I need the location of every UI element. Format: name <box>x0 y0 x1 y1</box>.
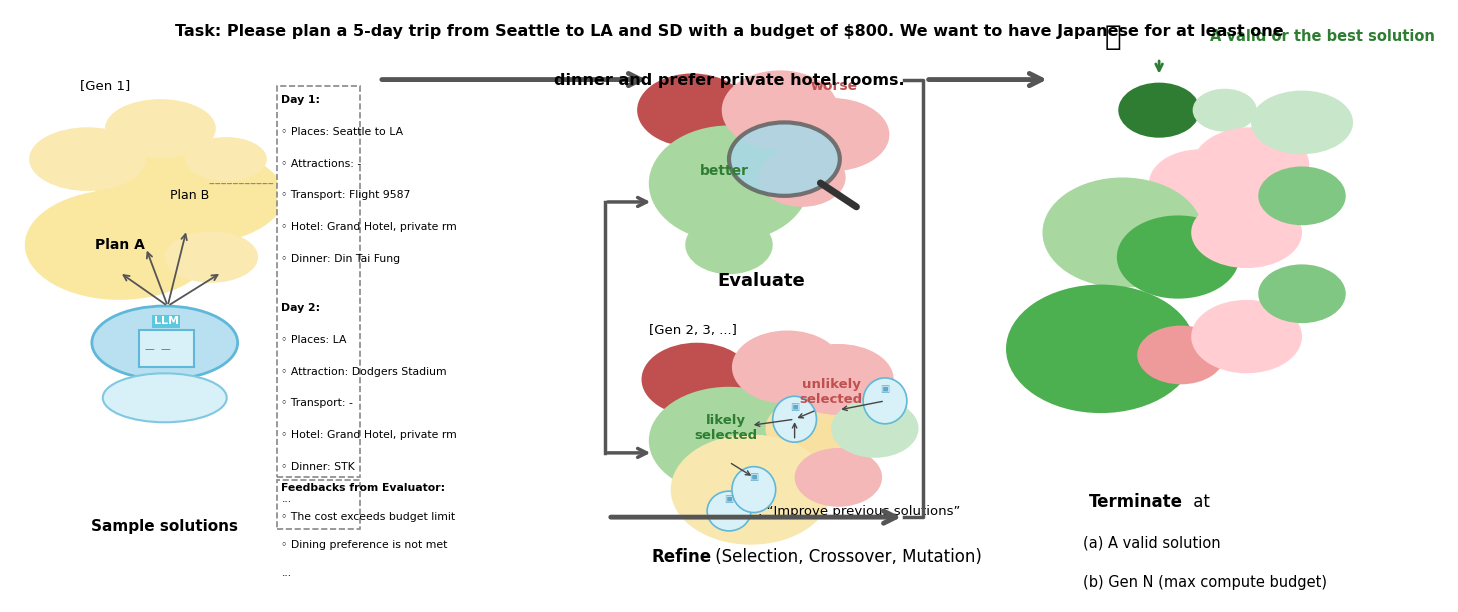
Text: ◦ Dinner: Din Tai Fung: ◦ Dinner: Din Tai Fung <box>281 254 401 264</box>
Ellipse shape <box>765 399 853 458</box>
FancyBboxPatch shape <box>139 330 194 367</box>
Text: ◦ Hotel: Grand Hotel, private rm: ◦ Hotel: Grand Hotel, private rm <box>281 222 458 232</box>
Text: ◦ Places: LA: ◦ Places: LA <box>281 335 347 345</box>
Text: better: better <box>700 165 749 178</box>
Ellipse shape <box>649 125 809 242</box>
Text: Task: Please plan a 5-day trip from Seattle to LA and SD with a budget of $800. : Task: Please plan a 5-day trip from Seat… <box>175 24 1283 40</box>
Text: ◦ Hotel: Grand Hotel, private rm: ◦ Hotel: Grand Hotel, private rm <box>281 430 458 440</box>
Text: ◦ Transport: -: ◦ Transport: - <box>281 398 353 408</box>
Text: dinner and prefer private hotel rooms.: dinner and prefer private hotel rooms. <box>554 73 904 89</box>
Ellipse shape <box>758 148 846 207</box>
Ellipse shape <box>1251 91 1353 154</box>
Ellipse shape <box>637 73 748 147</box>
Ellipse shape <box>1006 285 1196 413</box>
Text: ◦ Places: Seattle to LA: ◦ Places: Seattle to LA <box>281 127 404 136</box>
Ellipse shape <box>1258 166 1346 225</box>
Ellipse shape <box>732 330 843 404</box>
FancyBboxPatch shape <box>277 86 360 477</box>
Text: Terminate: Terminate <box>1089 493 1182 510</box>
Text: Sample solutions: Sample solutions <box>92 519 238 534</box>
Text: (a) A valid solution: (a) A valid solution <box>1083 536 1220 551</box>
Ellipse shape <box>1191 300 1302 373</box>
Text: likely
selected: likely selected <box>694 414 758 442</box>
Text: Plan B: Plan B <box>171 189 208 203</box>
Text: : “Improve previous solutions”: : “Improve previous solutions” <box>758 504 961 518</box>
Text: 💡: 💡 <box>1104 23 1121 51</box>
Text: ◦ Attraction: Dodgers Stadium: ◦ Attraction: Dodgers Stadium <box>281 367 448 376</box>
Ellipse shape <box>95 147 284 245</box>
Text: ◦ Dinner: STK: ◦ Dinner: STK <box>281 462 356 472</box>
Ellipse shape <box>671 435 831 545</box>
Ellipse shape <box>707 491 751 531</box>
Ellipse shape <box>29 127 146 191</box>
Text: Day 2:: Day 2: <box>281 303 321 313</box>
Text: Refine: Refine <box>652 548 712 565</box>
Text: ...: ... <box>281 494 292 504</box>
Text: at: at <box>1188 493 1210 510</box>
Text: ◦ Dining preference is not met: ◦ Dining preference is not met <box>281 540 448 550</box>
Text: —  —: — — <box>144 344 171 354</box>
Text: (b) Gen N (max compute budget): (b) Gen N (max compute budget) <box>1083 575 1327 591</box>
Text: (Selection, Crossover, Mutation): (Selection, Crossover, Mutation) <box>710 548 981 565</box>
Text: Feedbacks from Evaluator:: Feedbacks from Evaluator: <box>281 483 446 493</box>
Text: LLM: LLM <box>153 316 179 326</box>
Ellipse shape <box>1137 326 1225 384</box>
Text: [Gen 1]: [Gen 1] <box>80 79 130 92</box>
Ellipse shape <box>831 399 919 458</box>
Ellipse shape <box>732 466 776 512</box>
Ellipse shape <box>1258 264 1346 323</box>
Text: ◦ Transport: Flight 9587: ◦ Transport: Flight 9587 <box>281 190 411 200</box>
Text: worse: worse <box>811 79 857 92</box>
Ellipse shape <box>105 99 216 158</box>
Text: A valid or the best solution: A valid or the best solution <box>1210 29 1435 44</box>
Text: ▣: ▣ <box>725 494 733 504</box>
Ellipse shape <box>642 343 752 416</box>
Ellipse shape <box>1193 127 1309 203</box>
Ellipse shape <box>1117 215 1239 299</box>
Ellipse shape <box>795 448 882 507</box>
Text: ▣: ▣ <box>790 402 799 412</box>
Text: ◦ The cost exceeds budget limit: ◦ The cost exceeds budget limit <box>281 512 455 521</box>
Text: ▣: ▣ <box>881 384 889 394</box>
Ellipse shape <box>25 190 214 300</box>
Text: [Gen 2, 3, ...]: [Gen 2, 3, ...] <box>649 324 736 337</box>
Text: ▣: ▣ <box>749 472 758 482</box>
Text: Day 1:: Day 1: <box>281 95 321 105</box>
Ellipse shape <box>783 344 894 415</box>
Text: unlikely
selected: unlikely selected <box>799 378 863 406</box>
Ellipse shape <box>685 215 773 274</box>
Text: ...: ... <box>281 568 292 578</box>
Text: ◦ Attractions: -: ◦ Attractions: - <box>281 159 362 168</box>
Ellipse shape <box>1118 83 1200 138</box>
Ellipse shape <box>863 378 907 424</box>
Ellipse shape <box>729 122 840 196</box>
Text: Plan A: Plan A <box>95 238 144 252</box>
Ellipse shape <box>773 98 889 171</box>
FancyBboxPatch shape <box>277 480 360 529</box>
Ellipse shape <box>185 137 267 181</box>
Text: Evaluate: Evaluate <box>717 272 805 290</box>
Ellipse shape <box>104 373 227 422</box>
Ellipse shape <box>722 70 838 150</box>
Ellipse shape <box>649 387 809 494</box>
Ellipse shape <box>92 306 238 379</box>
Ellipse shape <box>773 397 816 442</box>
Ellipse shape <box>1191 197 1302 268</box>
Ellipse shape <box>1193 89 1257 132</box>
Ellipse shape <box>165 231 258 283</box>
Ellipse shape <box>1042 177 1203 288</box>
Ellipse shape <box>1149 149 1251 218</box>
